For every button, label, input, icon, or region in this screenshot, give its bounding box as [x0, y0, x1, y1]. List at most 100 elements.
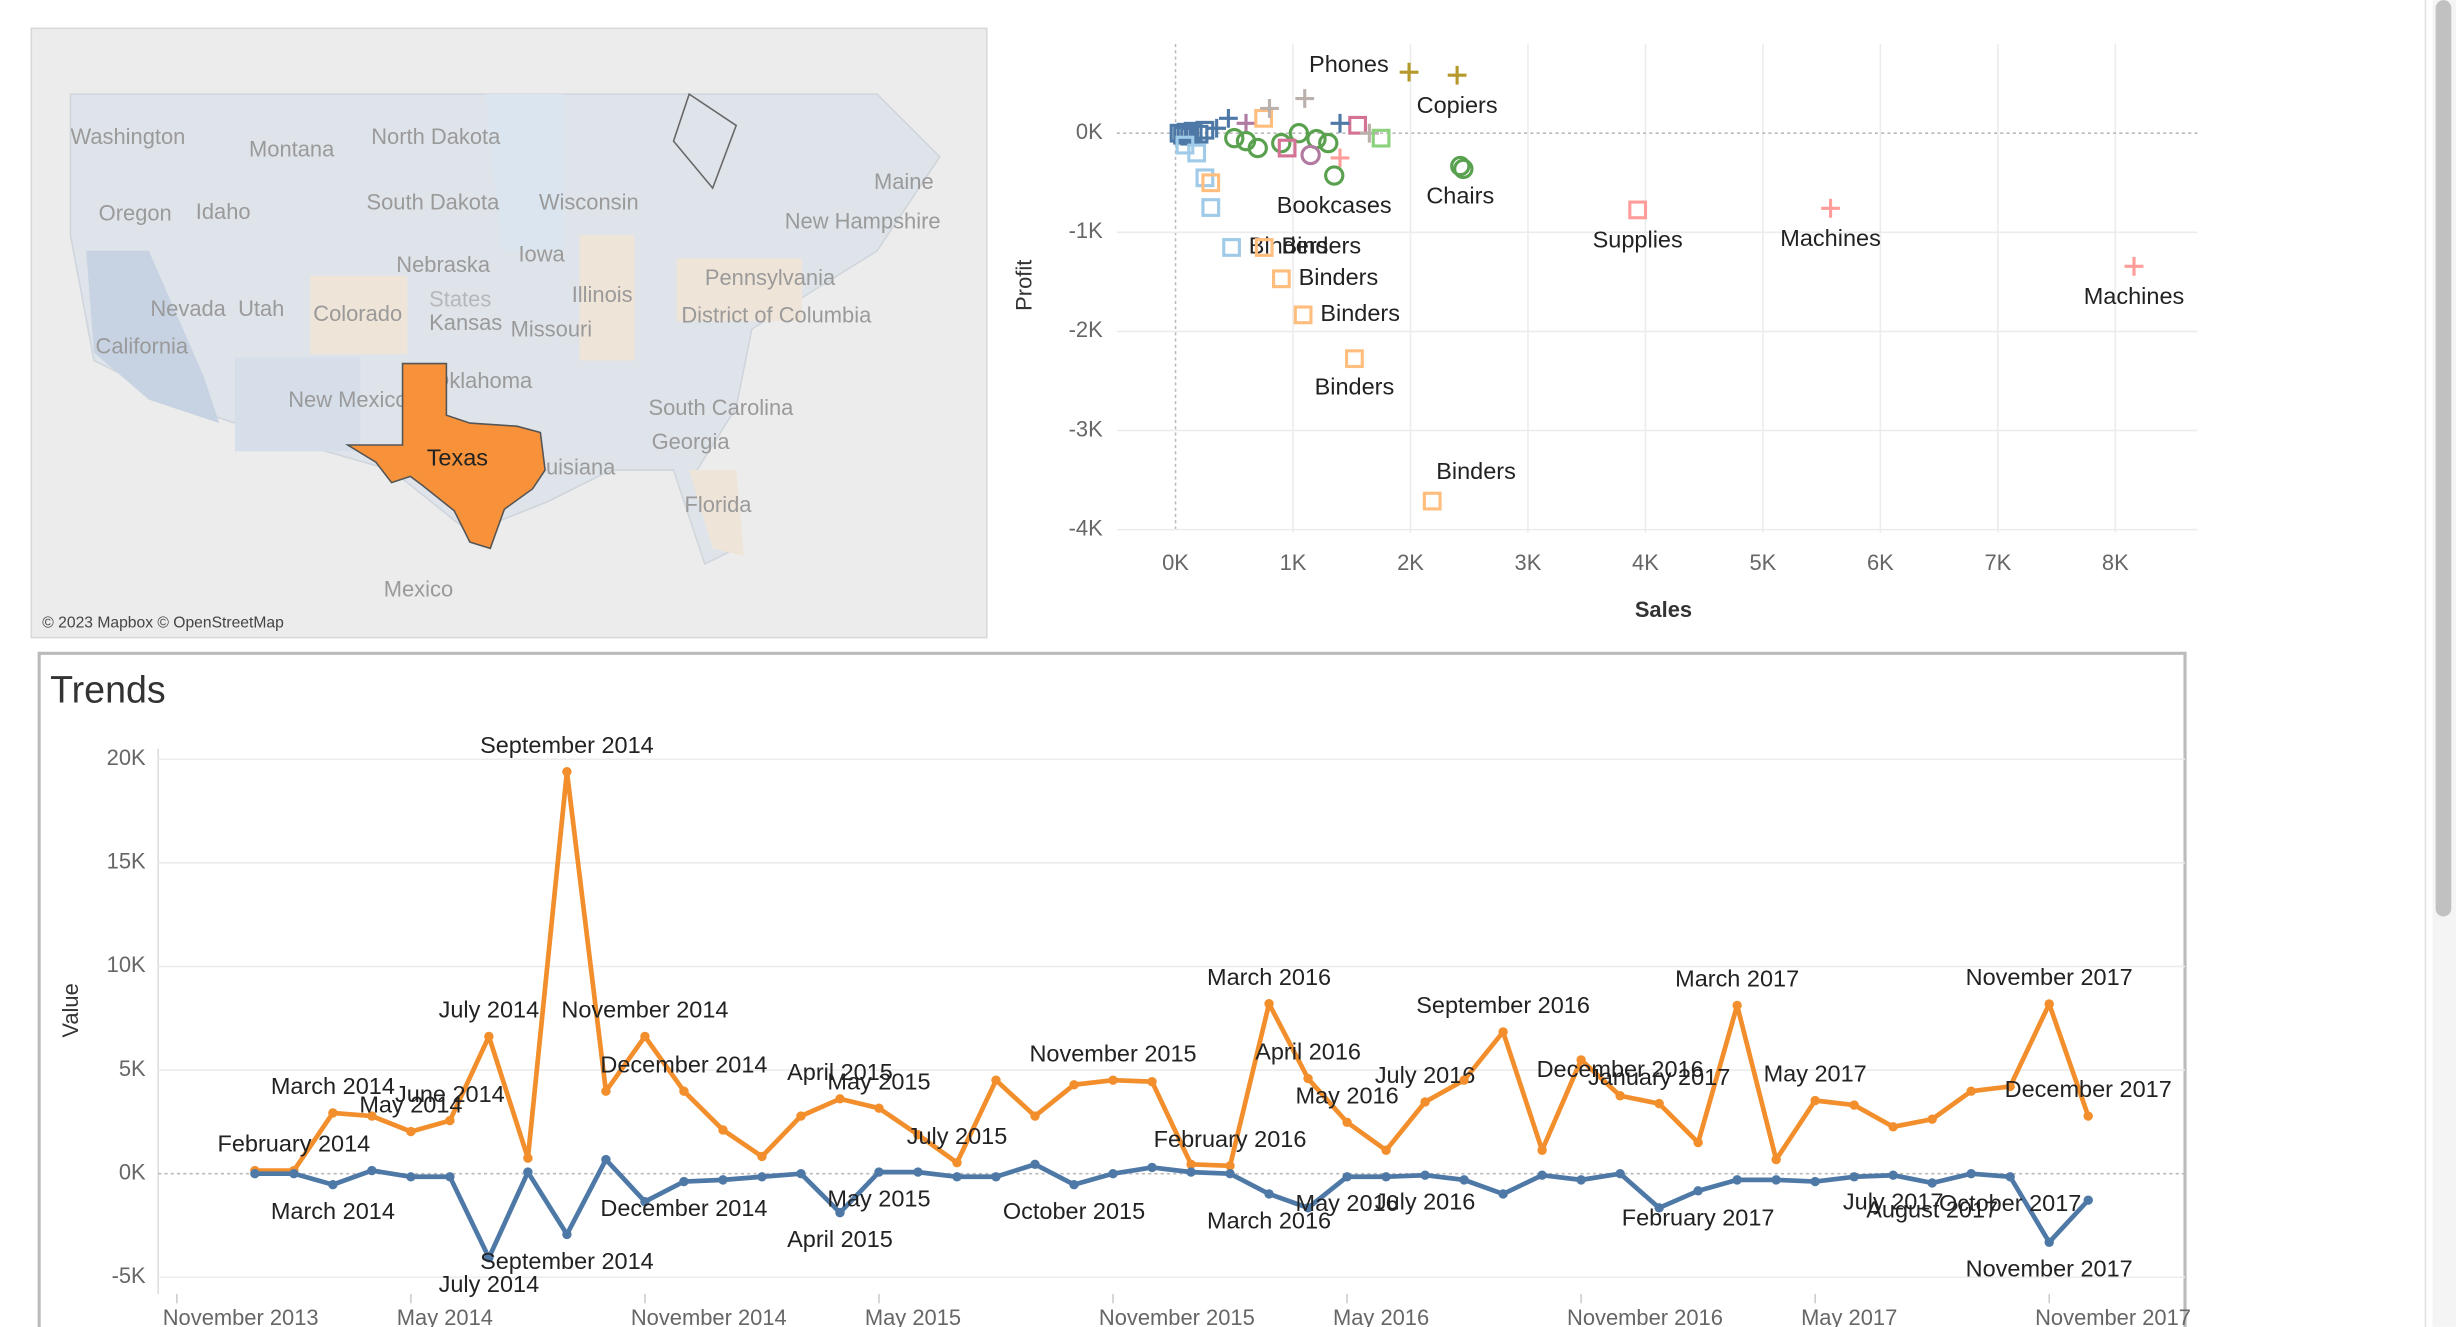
point-label: Chairs — [1426, 183, 1494, 209]
line-point — [1615, 1091, 1625, 1101]
line-point — [367, 1111, 377, 1121]
line-point — [640, 1196, 650, 1207]
state-shape — [234, 357, 361, 452]
line-point — [796, 1111, 806, 1121]
map-label: Missouri — [511, 316, 593, 341]
point-label: November 2017 — [1966, 964, 2133, 990]
line-point — [1810, 1176, 1820, 1187]
map: Washington Montana North Dakota Oregon I… — [30, 27, 988, 639]
line-point — [991, 1075, 1001, 1085]
line-point — [562, 1229, 572, 1240]
scatter-point — [1359, 123, 1379, 143]
point-label: April 2016 — [1255, 1039, 1361, 1065]
point-label: July 2015 — [907, 1123, 1008, 1149]
scatter-point — [1235, 130, 1257, 152]
scatter-point — [1187, 143, 1207, 163]
scatter-point — [1399, 62, 1419, 82]
scatter-point — [1324, 165, 1345, 186]
scatter-point — [1300, 144, 1321, 166]
point-label: May 2014 — [359, 1092, 462, 1118]
line-point — [484, 1253, 494, 1263]
point-label: September 2014 — [480, 1248, 654, 1274]
scatter-point — [1271, 132, 1292, 154]
state-shape — [485, 94, 564, 251]
scatter-point — [2124, 256, 2144, 276]
line-chart: -5K 0K 5K 10K 15K 20K November 2013 May 2014 Nov… — [58, 732, 2191, 1327]
line-point — [1849, 1100, 1859, 1110]
highlighted-state[interactable] — [344, 362, 546, 550]
point-label: Binders — [1299, 264, 1379, 290]
scatter-chart: 0K 1K 2K 3K 4K 5K 6K 7K 8K 0K -1K -2K -3K -4K Sales Pro… — [1012, 44, 2198, 622]
point-label: November 2017 — [1966, 1256, 2133, 1282]
line-point — [796, 1168, 806, 1179]
line-point — [679, 1176, 689, 1187]
trends-title: Trends — [50, 668, 166, 710]
y-tick-label: -3K — [1069, 416, 1103, 441]
line-point — [601, 1154, 611, 1165]
point-label: July 2014 — [439, 1271, 540, 1297]
line-point — [1420, 1170, 1430, 1180]
scatter-point — [1450, 155, 1471, 177]
x-tick-label: 2K — [1397, 550, 1424, 575]
scatter-point — [1218, 108, 1238, 128]
point-label: Binders — [1281, 233, 1361, 259]
scrollbar-thumb[interactable] — [2435, 0, 2452, 917]
line-point — [1537, 1170, 1547, 1180]
point-label: January 2017 — [1588, 1064, 1730, 1090]
line-point — [1303, 1203, 1313, 1213]
state-shape — [676, 258, 802, 322]
state-shape — [86, 250, 220, 424]
line-point — [2005, 1081, 2015, 1092]
y-axis-title: Value — [58, 983, 83, 1037]
point-label: March 2014 — [271, 1198, 395, 1224]
point-label: December 2014 — [600, 1195, 767, 1221]
line-point — [328, 1108, 338, 1118]
map-label: Nevada — [150, 296, 226, 321]
scatter-point — [1330, 148, 1350, 168]
state-shape — [689, 470, 745, 557]
line-point — [913, 1167, 923, 1177]
map-label: Pennsylvania — [705, 265, 836, 290]
scatter-point — [1195, 168, 1215, 188]
line-point — [1498, 1189, 1508, 1199]
line-point — [367, 1165, 377, 1176]
line-point — [1576, 1175, 1586, 1185]
map-label: Montana — [249, 136, 335, 161]
scatter-point — [1422, 491, 1442, 511]
line-point — [1459, 1175, 1469, 1185]
map-label: Maine — [874, 169, 934, 194]
line-point — [2005, 1172, 2015, 1182]
line-point — [1732, 1000, 1742, 1011]
line-point — [1888, 1122, 1898, 1132]
x-axis-title: Sales — [1635, 597, 1692, 622]
map-attribution: © 2023 Mapbox © OpenStreetMap — [42, 615, 284, 632]
map-label: Kansas — [429, 310, 502, 335]
point-label: Machines — [2084, 283, 2185, 309]
line-point — [1225, 1161, 1235, 1171]
point-label: April 2015 — [787, 1059, 893, 1085]
scatter-point — [1330, 113, 1350, 133]
scatter-point — [1236, 113, 1256, 133]
line-point — [289, 1168, 299, 1179]
x-tick-label: May 2017 — [1801, 1305, 1897, 1327]
point-label: May 2015 — [827, 1068, 930, 1094]
line-point — [1342, 1172, 1352, 1182]
point-label: May 2017 — [1764, 1061, 1867, 1087]
line-point — [1459, 1075, 1469, 1085]
line-point — [2044, 999, 2054, 1009]
line-point — [718, 1175, 728, 1185]
point-label: July 2016 — [1375, 1189, 1476, 1215]
line-point — [1381, 1145, 1391, 1155]
y-axis-title: Profit — [1012, 260, 1037, 311]
map-label: Oklahoma — [432, 368, 533, 393]
line-point — [1303, 1073, 1313, 1084]
line-point — [1030, 1111, 1040, 1121]
line-point — [991, 1172, 1001, 1182]
y-tick-label: -5K — [112, 1263, 146, 1288]
map-label: Mexico — [384, 576, 453, 601]
state-shape — [310, 275, 408, 355]
scatter-point — [1318, 132, 1339, 154]
map-label: Idaho — [196, 199, 251, 224]
scatter-point — [1295, 89, 1315, 108]
scatter-point — [1201, 173, 1221, 193]
